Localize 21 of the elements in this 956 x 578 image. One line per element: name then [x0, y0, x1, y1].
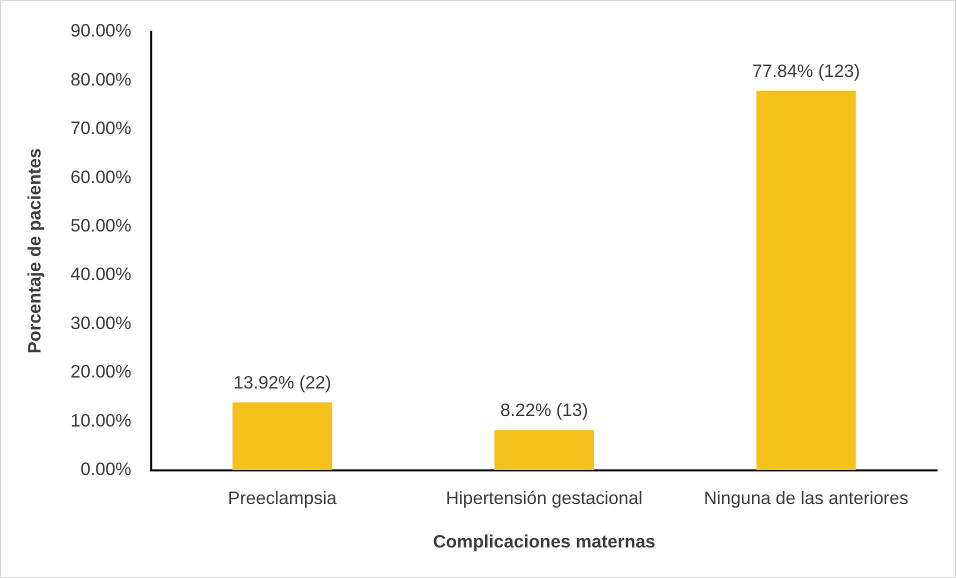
x-axis-title: Complicaciones maternas	[432, 531, 656, 552]
y-axis-title: Porcentaje de pacientes	[24, 148, 45, 354]
data-label: 13.92% (22)	[233, 372, 332, 392]
y-tick-label: 40.00%	[70, 264, 132, 284]
bar	[494, 430, 594, 470]
y-tick-label: 60.00%	[70, 166, 132, 187]
y-tick-label: 0.00%	[80, 459, 132, 480]
x-tick-label: Preeclampsia	[228, 488, 337, 508]
data-label: 77.84% (123)	[752, 60, 860, 81]
bar	[232, 402, 332, 470]
x-tick-label: Hipertensión gestacional	[446, 488, 642, 508]
y-tick-label: 80.00%	[70, 69, 132, 90]
y-tick-label: 50.00%	[70, 216, 132, 236]
y-tick-label: 70.00%	[70, 118, 132, 138]
data-label: 8.22% (13)	[500, 400, 588, 420]
bar	[756, 90, 856, 470]
y-tick-label: 10.00%	[70, 410, 132, 430]
x-tick-label: Ninguna de las anteriores	[704, 488, 908, 508]
y-tick-label: 30.00%	[70, 312, 132, 333]
y-tick-label: 20.00%	[70, 362, 132, 382]
y-tick-label: 90.00%	[70, 20, 132, 41]
